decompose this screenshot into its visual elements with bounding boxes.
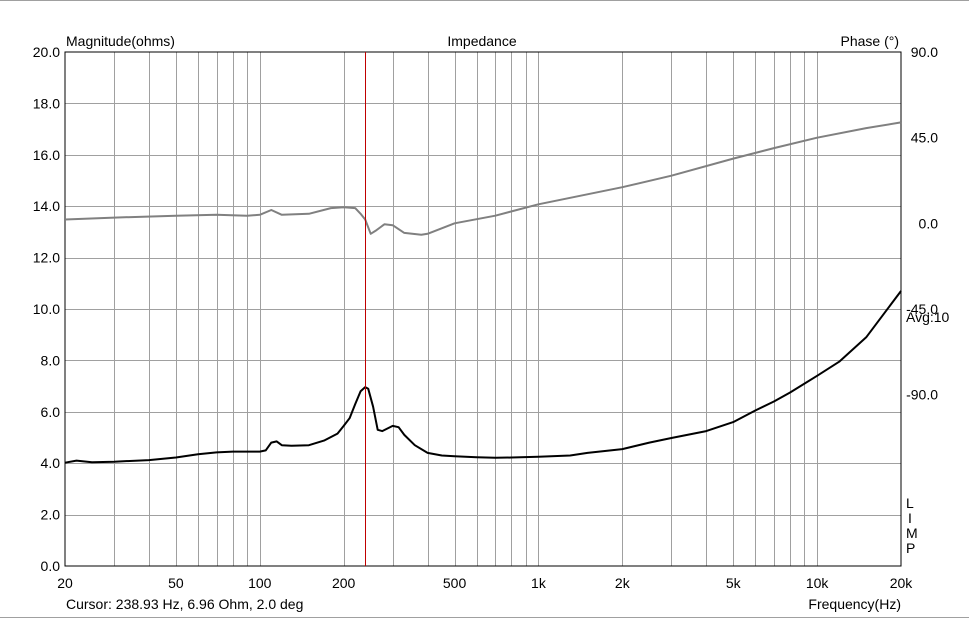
x-tick-label: 20 bbox=[57, 575, 73, 591]
x-tick-label: 5k bbox=[726, 575, 742, 591]
y-tick-label-left: 2.0 bbox=[41, 507, 61, 523]
y-tick-label-left: 20.0 bbox=[33, 44, 60, 60]
x-tick-label: 1k bbox=[531, 575, 547, 591]
magnitude-series-line bbox=[64, 290, 902, 464]
y-tick-label-right: -45.0 bbox=[906, 301, 938, 317]
y-tick-label-left: 4.0 bbox=[41, 455, 61, 471]
cursor-readout: Cursor: 238.93 Hz, 6.96 Ohm, 2.0 deg bbox=[66, 596, 304, 612]
x-tick-label: 200 bbox=[332, 575, 356, 591]
x-tick-label: 100 bbox=[248, 575, 272, 591]
y-tick-label-right: 45.0 bbox=[911, 130, 938, 146]
y-tick-label-left: 12.0 bbox=[33, 250, 60, 266]
y-tick-label-right: 0.0 bbox=[919, 215, 939, 231]
y-tick-label-left: 8.0 bbox=[41, 352, 61, 368]
top-border bbox=[0, 0, 969, 1]
y-axis-left-label: Magnitude(ohms) bbox=[66, 33, 175, 49]
y-tick-label-right: 90.0 bbox=[911, 44, 938, 60]
tick-labels: 0.0 2.0 4.0 6.0 8.0 10.0 12.0 14.0 16.0 18.0 20.0 9… bbox=[33, 44, 938, 591]
grid-lines bbox=[65, 52, 901, 566]
y-tick-label-left: 6.0 bbox=[41, 404, 61, 420]
y-tick-label-left: 0.0 bbox=[41, 558, 61, 574]
y-tick-label-left: 18.0 bbox=[33, 95, 60, 111]
legend-letter-i: I bbox=[908, 510, 912, 526]
x-tick-label: 2k bbox=[615, 575, 631, 591]
plot-frame bbox=[64, 51, 902, 567]
x-tick-label: 50 bbox=[168, 575, 184, 591]
y-tick-label-left: 10.0 bbox=[33, 301, 60, 317]
y-axis-right-label: Phase (°) bbox=[840, 33, 899, 49]
series-layer bbox=[64, 121, 902, 464]
y-tick-label-left: 16.0 bbox=[33, 147, 60, 163]
legend-letter-p: P bbox=[906, 540, 915, 556]
y-tick-label-right: -90.0 bbox=[906, 387, 938, 403]
y-tick-label-left: 14.0 bbox=[33, 198, 60, 214]
legend-letter-l: L bbox=[906, 495, 914, 511]
chart-title: Impedance bbox=[447, 33, 516, 49]
x-tick-label: 10k bbox=[806, 575, 830, 591]
phase-series-line bbox=[64, 121, 902, 236]
avg-annotation: Avg:10 bbox=[906, 309, 950, 325]
x-tick-label: 500 bbox=[443, 575, 467, 591]
legend-letter-m: M bbox=[906, 525, 918, 541]
x-tick-label: 20k bbox=[890, 575, 914, 591]
x-axis-label: Frequency(Hz) bbox=[808, 596, 901, 612]
